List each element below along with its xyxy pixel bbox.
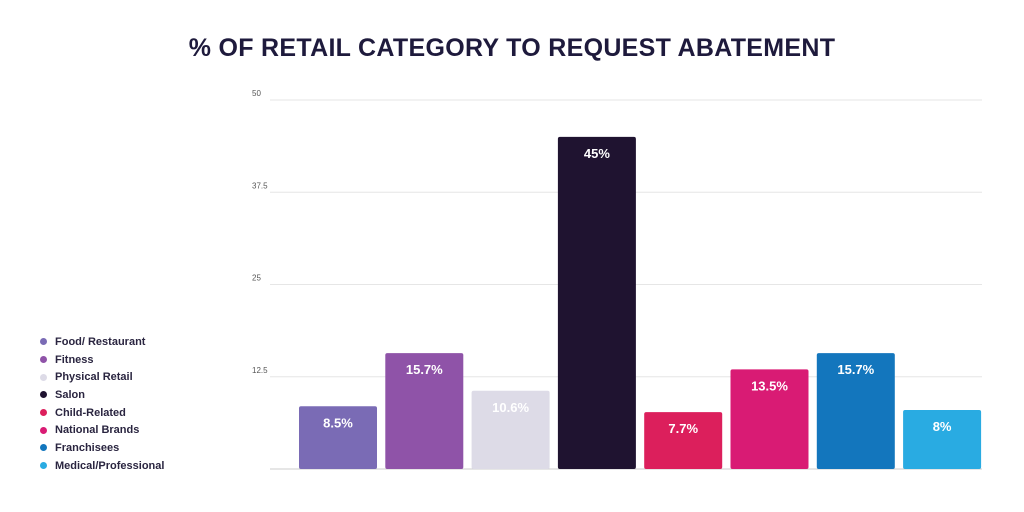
legend: Food/ Restaurant Fitness Physical Retail Sa… <box>40 333 164 475</box>
bar <box>903 409 982 469</box>
bar-value-label: 15.7% <box>837 362 874 377</box>
bar <box>730 369 809 469</box>
legend-swatch <box>40 462 47 470</box>
bar-value-label: 15.7% <box>406 362 443 377</box>
legend-swatch <box>40 409 47 417</box>
legend-swatch <box>40 444 47 452</box>
legend-swatch <box>40 391 47 399</box>
legend-item: Franchisees <box>40 439 164 457</box>
legend-swatch <box>40 338 47 346</box>
bar-value-label: 8% <box>933 419 952 434</box>
legend-label: Franchisees <box>55 441 120 454</box>
legend-swatch <box>40 426 47 434</box>
bar <box>557 136 636 469</box>
bar <box>816 353 895 469</box>
legend-item: Medical/Professional <box>40 457 164 475</box>
legend-swatch <box>40 356 47 364</box>
bar-value-label: 10.6% <box>492 400 529 415</box>
legend-label: Child-Related <box>55 406 126 419</box>
bar <box>299 406 377 469</box>
bar-value-label: 13.5% <box>751 378 788 393</box>
legend-label: Food/ Restaurant <box>55 335 146 348</box>
legend-label: Physical Retail <box>55 371 133 384</box>
legend-label: Fitness <box>55 353 94 366</box>
y-tick-label: 50 <box>252 89 261 98</box>
bar-value-label: 7.7% <box>668 421 698 436</box>
legend-label: National Brands <box>55 424 140 437</box>
legend-label: Salon <box>55 388 85 401</box>
legend-swatch <box>40 373 47 381</box>
y-tick-label: 12.5 <box>252 366 268 375</box>
bar <box>644 412 723 469</box>
y-tick-label: 37.5 <box>252 181 268 190</box>
legend-item: National Brands <box>40 421 164 439</box>
bar-value-label: 45% <box>584 146 610 161</box>
legend-item: Salon <box>40 386 164 404</box>
bar <box>385 353 464 469</box>
chart-title: % OF RETAIL CATEGORY TO REQUEST ABATEMEN… <box>188 34 836 62</box>
legend-item: Child-Related <box>40 404 164 422</box>
y-tick-label: 25 <box>252 274 261 283</box>
bar <box>471 390 550 469</box>
legend-item: Fitness <box>40 351 164 369</box>
bars: 8.5% 15.7% 10.6% 45% 7.7% 13.5% 15.7% 8% <box>299 136 982 469</box>
bar-value-label: 8.5% <box>323 415 353 430</box>
legend-item: Food/ Restaurant <box>40 333 164 351</box>
legend-item: Physical Retail <box>40 368 164 386</box>
legend-label: Medical/Professional <box>55 459 165 472</box>
